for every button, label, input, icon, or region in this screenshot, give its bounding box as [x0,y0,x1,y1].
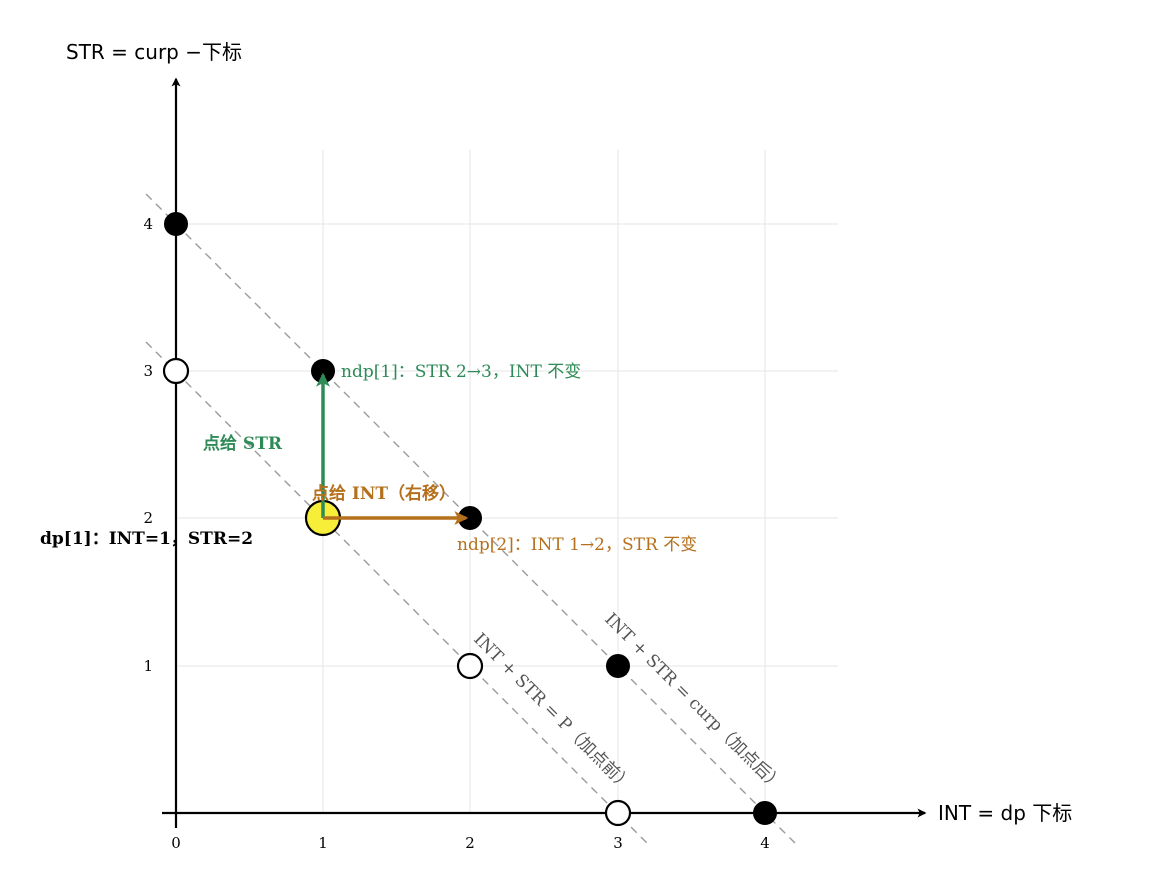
point-after-4-0 [753,801,777,825]
arrow-str-label: 点给 STR [203,433,283,454]
x-tick-3: 3 [613,834,623,852]
x-tick-2: 2 [465,834,475,852]
line-before [145,341,648,844]
arrow-int-label: 点给 INT（右移） [312,483,456,504]
x-tick-4: 4 [760,834,770,852]
y-tick-4: 4 [143,215,153,233]
grid [176,150,838,813]
y-tick-2: 2 [143,509,153,527]
point-before-3-0 [604,799,632,827]
point-before-2-1 [456,652,484,680]
point-before-0-3 [162,357,190,385]
y-tick-3: 3 [143,362,153,380]
point-int-label: ndp[2]：INT 1→2，STR 不变 [457,535,697,555]
line-after-label: INT + STR = curp（加点后） [600,609,786,795]
x-tick-1: 1 [318,834,328,852]
x-axis-title: INT = dp 下标 [938,801,1072,825]
point-after-3-1 [606,654,630,678]
line-before-label: INT + STR = P（加点前） [469,629,635,795]
point-str-label: ndp[1]：STR 2→3，INT 不变 [341,362,581,382]
point-after-0-4 [164,212,188,236]
y-axis-title: STR = curp −下标 [66,40,242,64]
y-tick-1: 1 [143,657,153,675]
x-tick-0: 0 [171,834,181,852]
point-current-label: dp[1]：INT=1，STR=2 [40,529,253,549]
